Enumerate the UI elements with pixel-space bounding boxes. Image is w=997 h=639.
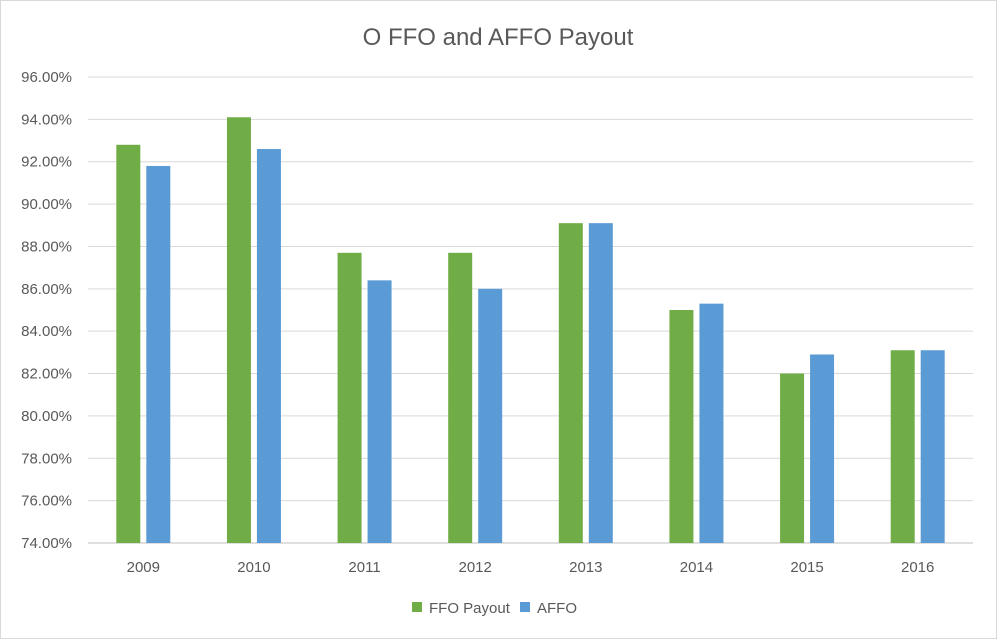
bar-ffo-payout-2016 [890,350,915,543]
x-tick-label: 2010 [237,559,270,576]
legend: FFO Payout AFFO [412,600,577,617]
y-tick-label: 88.00% [21,238,72,255]
legend-swatch [520,602,530,612]
bar-affo-2009 [146,165,171,544]
y-tick-label: 96.00% [21,69,72,86]
bars [116,117,945,544]
x-tick-label: 2012 [459,559,492,576]
bar-affo-2012 [478,288,503,543]
bar-ffo-payout-2014 [669,310,694,543]
y-tick-label: 94.00% [21,111,72,128]
x-tick-label: 2016 [901,559,934,576]
legend-label: AFFO [537,600,577,617]
x-tick-label: 2011 [348,559,380,576]
y-tick-label: 86.00% [21,281,72,298]
y-tick-label: 74.00% [21,535,72,552]
y-tick-label: 82.00% [21,366,72,383]
bar-affo-2015 [810,354,835,543]
bar-affo-2010 [256,149,281,543]
x-axis-ticks: 2009 2010 2011 2012 2013 2014 2015 2016 [127,559,935,576]
y-tick-label: 78.00% [21,450,72,467]
x-tick-label: 2013 [569,559,602,576]
chart-title: O FFO and AFFO Payout [363,24,634,51]
legend-swatch [412,602,422,612]
bar-ffo-payout-2010 [226,117,251,543]
y-axis-ticks: 74.00% 76.00% 78.00% 80.00% 82.00% 84.00% 86.0… [21,69,72,552]
gridlines [88,76,973,544]
legend-label: FFO Payout [429,600,511,617]
bar-affo-2011 [367,280,392,543]
x-tick-label: 2015 [790,559,823,576]
y-tick-label: 90.00% [21,196,72,213]
bar-ffo-payout-2015 [780,373,805,543]
y-tick-label: 80.00% [21,408,72,425]
bar-ffo-payout-2009 [116,144,141,544]
bar-affo-2014 [699,303,724,543]
bar-affo-2016 [920,350,945,543]
y-tick-label: 92.00% [21,154,72,171]
bar-ffo-payout-2013 [558,223,583,543]
bar-ffo-payout-2012 [448,252,473,544]
bar-ffo-payout-2011 [337,252,362,544]
y-tick-label: 76.00% [21,493,72,510]
x-tick-label: 2009 [127,559,160,576]
bar-affo-2013 [588,223,613,543]
x-tick-label: 2014 [680,559,713,576]
y-tick-label: 84.00% [21,323,72,340]
